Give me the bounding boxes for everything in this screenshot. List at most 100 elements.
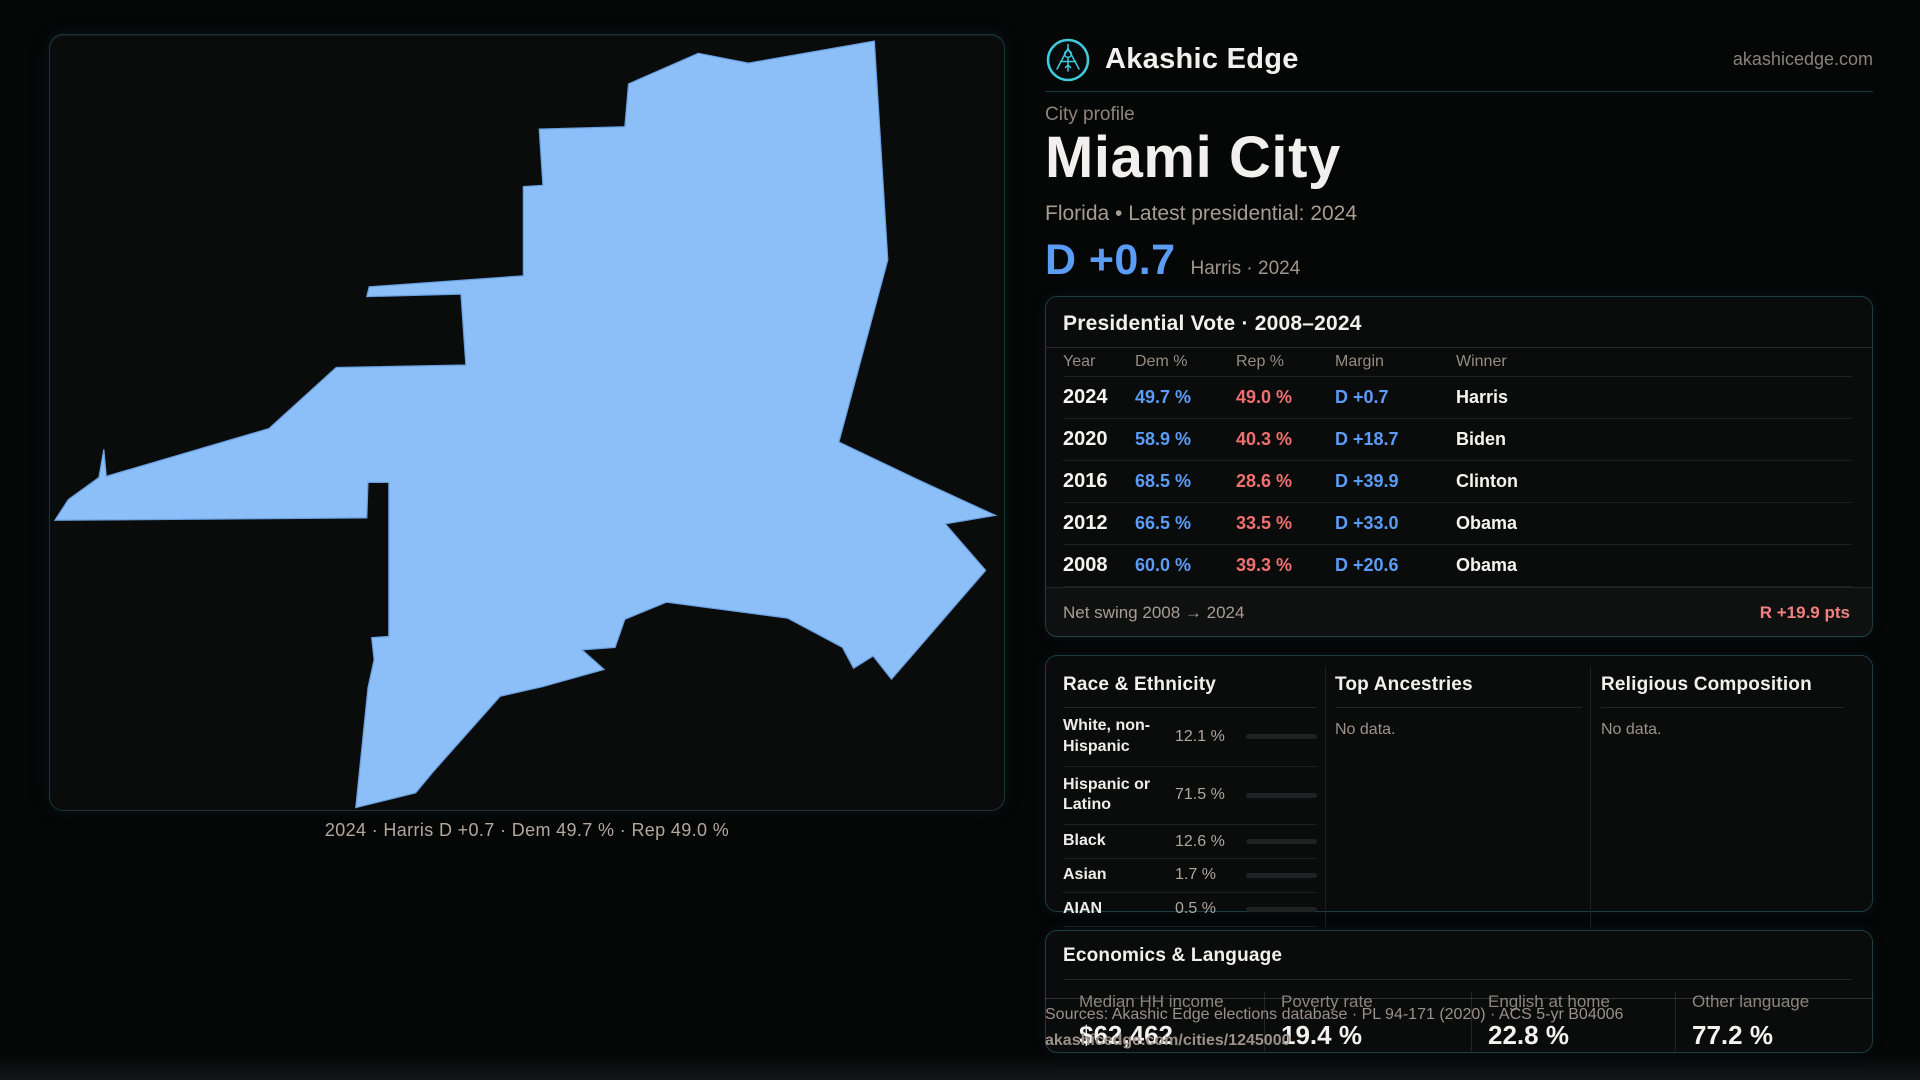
net-swing-label: Net swing 2008 → 2024 [1063,603,1245,622]
religious-composition-title: Religious Composition [1601,666,1844,708]
rep-cell: 28.6 % [1236,471,1293,491]
dem-cell: 66.5 % [1135,513,1192,533]
race-value: 71.5 % [1175,786,1225,804]
stat-value: 22.8 % [1488,1020,1569,1050]
city-shape-polygon [53,40,998,809]
race-label: AIAN [1063,899,1103,917]
year-cell: 2016 [1063,470,1108,492]
race-row: White, non-Hispanic 12.1 % [1063,708,1317,767]
race-value: 0.5 % [1175,900,1216,918]
dem-cell: 68.5 % [1135,471,1192,491]
rep-cell: 39.3 % [1236,555,1293,575]
winner-cell: Obama [1456,513,1518,533]
net-swing-value: R +19.9 pts [1759,603,1850,622]
presidential-vote-title: Presidential Vote · 2008–2024 [1046,297,1872,348]
table-row: 2020 58.9 % 40.3 % D +18.7 Biden [1063,419,1852,461]
stat-value: 77.2 % [1692,1020,1773,1050]
race-ethnicity-title: Race & Ethnicity [1063,666,1317,708]
table-row: 2008 60.0 % 39.3 % D +20.6 Obama [1063,545,1852,587]
economics-stats: Median HH income $62,462 Poverty rate 19… [1063,992,1852,1051]
sources-text: Sources: Akashic Edge elections database… [1045,1006,1624,1023]
city-boundary-map [53,40,998,809]
stat-label: Poverty rate [1281,992,1373,1011]
net-swing-row: Net swing 2008 → 2024 R +19.9 pts [1046,587,1872,638]
stat-median-income: Median HH income $62,462 [1063,992,1264,1051]
race-row: Black 12.6 % [1063,825,1317,859]
table-row: 2012 66.5 % 33.5 % D +33.0 Obama [1063,503,1852,545]
stat-english-at-home: English at home 22.8 % [1471,992,1675,1051]
stat-value: 19.4 % [1281,1020,1362,1050]
dem-cell: 49.7 % [1135,387,1192,407]
race-label: Asian [1063,865,1107,883]
winner-cell: Harris [1456,387,1509,407]
stat-value: $62,462 [1079,1020,1173,1050]
map-caption: 2024 · Harris D +0.7 · Dem 49.7 % · Rep … [324,820,730,840]
stat-label: English at home [1488,992,1610,1011]
race-bar-track [1246,734,1317,740]
page-footer: Sources: Akashic Edge elections database… [1045,998,1873,1050]
profile-kicker: City profile [1045,104,1135,125]
race-bar-track [1246,906,1317,912]
rep-cell: 49.0 % [1236,387,1293,407]
stat-poverty-rate: Poverty rate 19.4 % [1264,992,1471,1051]
rep-cell: 33.5 % [1236,513,1293,533]
race-ethnicity-panel: Race & Ethnicity White, non-Hispanic 12.… [1063,666,1325,927]
lead-margin: D +0.7 [1045,236,1176,284]
col-winner: Winner [1456,353,1507,370]
race-value: 1.7 % [1175,866,1216,884]
brand-name: Akashic Edge [1105,43,1299,75]
demographics-card: Race & Ethnicity White, non-Hispanic 12.… [1045,655,1873,927]
religious-composition-empty: No data. [1601,721,1662,738]
top-ancestries-panel: Top Ancestries No data. [1325,666,1590,927]
top-ancestries-empty: No data. [1335,721,1396,738]
col-year: Year [1063,353,1096,370]
year-cell: 2024 [1063,386,1108,408]
stat-label: Other language [1692,992,1810,1011]
race-bar-track [1246,872,1317,878]
race-row: Asian 1.7 % [1063,859,1317,893]
lead-note: Harris · 2024 [1190,258,1301,279]
economics-title: Economics & Language [1063,945,1852,980]
profile-subtitle: Florida • Latest presidential: 2024 [1045,202,1358,225]
margin-cell: D +33.0 [1335,513,1399,533]
dem-cell: 60.0 % [1135,555,1192,575]
top-ancestries-title: Top Ancestries [1335,666,1582,708]
presidential-vote-card: Presidential Vote · 2008–2024 Year Dem %… [1045,296,1873,637]
year-cell: 2008 [1063,554,1108,576]
race-bar-track [1246,839,1317,845]
city-title: Miami City [1045,125,1341,190]
winner-cell: Biden [1456,429,1507,449]
bottom-fade [0,1054,1920,1080]
stat-label: Median HH income [1079,992,1224,1011]
race-label: Hispanic or Latino [1063,775,1151,814]
site-domain-link[interactable]: akashicedge.com [1732,49,1873,69]
col-dem: Dem % [1135,353,1188,370]
col-rep: Rep % [1236,353,1285,370]
table-row: 2024 49.7 % 49.0 % D +0.7 Harris [1063,377,1852,419]
year-cell: 2012 [1063,512,1108,534]
economics-card: Economics & Language Median HH income $6… [1045,930,1873,1053]
race-row: AIAN 0.5 % [1063,893,1317,927]
lead-result: D +0.7 Harris · 2024 [1045,236,1300,285]
race-label: White, non-Hispanic [1063,717,1151,755]
margin-cell: D +18.7 [1335,429,1399,449]
race-row: Hispanic or Latino 71.5 % [1063,767,1317,826]
table-header-row: Year Dem % Rep % Margin Winner [1063,348,1852,377]
site-header: Akashic Edge akashicedge.com [1045,28,1873,92]
race-bar-track [1246,792,1317,798]
margin-cell: D +39.9 [1335,471,1399,491]
year-cell: 2020 [1063,428,1108,450]
col-margin: Margin [1335,353,1384,370]
religious-composition-panel: Religious Composition No data. [1590,666,1852,927]
city-map-card [49,34,1005,811]
race-value: 12.6 % [1175,832,1225,850]
margin-cell: D +0.7 [1335,387,1389,407]
rep-cell: 40.3 % [1236,429,1293,449]
akashic-edge-logo-icon[interactable] [1045,37,1091,83]
margin-cell: D +20.6 [1335,555,1399,575]
race-label: Black [1063,832,1106,850]
permalink[interactable]: akashicedge.com/cities/1245000 [1045,1032,1291,1049]
stat-other-language: Other language 77.2 % [1675,992,1852,1051]
race-value: 12.1 % [1175,727,1225,745]
winner-cell: Clinton [1456,471,1518,491]
